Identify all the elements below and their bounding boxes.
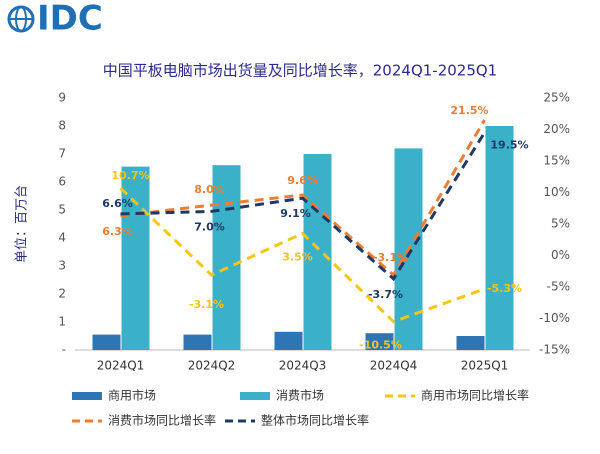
data-label: -3.1% [189,298,224,311]
bar [92,334,121,350]
x-tick-label: 2024Q2 [188,359,236,373]
bar [274,331,303,350]
data-label: 3.5% [282,250,313,263]
bar [456,336,485,350]
y-tick-label: 1 [58,315,66,329]
data-label: -3.7% [368,288,403,301]
legend-swatch [240,392,270,400]
data-label: 9.6% [287,174,318,187]
y-tick-label: - [62,343,66,357]
y-axis-label: 单位：百万台 [15,185,30,263]
x-tick-label: 2024Q1 [97,359,145,373]
x-tick-label: 2025Q1 [461,359,509,373]
legend-label: 消费市场 [276,388,324,403]
data-label: 6.3% [102,225,133,238]
data-label: 8.0% [194,183,225,196]
y2-tick-label: 10% [543,185,570,199]
bar [303,154,332,350]
line [120,119,486,278]
y2-tick-label: 15% [543,154,570,168]
logo: IDC [7,0,103,39]
y-tick-label: 8 [58,119,66,133]
x-tick-label: 2024Q4 [370,359,418,373]
legend-label: 商用市场 [108,388,156,403]
line [119,187,486,324]
y-tick-label: 5 [58,203,66,217]
bar [121,166,150,350]
y-tick-label: 6 [58,175,66,189]
y-tick-label: 7 [58,147,66,161]
data-label: 9.1% [280,207,311,220]
y2-tick-label: -15% [539,343,570,357]
bar [212,165,241,350]
y2-tick-label: 25% [543,91,570,105]
y-tick-label: 3 [58,259,66,273]
y-tick-label: 2 [58,287,66,301]
y-tick-label: 4 [58,231,66,245]
legend-label: 商用市场同比增长率 [421,388,529,403]
chart-title: 中国平板电脑市场出货量及同比增长率，2024Q1-2025Q1 [103,62,497,80]
y2-tick-label: -10% [539,311,570,325]
bar [365,333,394,350]
data-label: -5.3% [487,282,522,295]
data-label: 10.7% [111,169,149,182]
y2-tick-label: -5% [547,280,570,294]
logo-text: IDC [37,0,103,39]
bar [485,126,514,350]
y-tick-label: 9 [58,91,66,105]
data-label: -10.5% [359,339,402,352]
y2-tick-label: 20% [543,122,570,136]
bar [183,334,212,350]
y2-tick-label: 0% [551,248,570,262]
x-tick-label: 2024Q3 [279,359,327,373]
data-label: -3.1% [373,251,408,264]
legend-label: 消费市场同比增长率 [108,413,216,428]
legend-label: 整体市场同比增长率 [261,413,369,428]
data-label: 6.6% [102,197,133,210]
data-label: 19.5% [490,139,528,152]
line [120,131,486,282]
y2-tick-label: 5% [551,217,570,231]
legend-swatch [72,392,102,400]
data-label: 7.0% [194,220,225,233]
data-label: 21.5% [450,104,488,117]
